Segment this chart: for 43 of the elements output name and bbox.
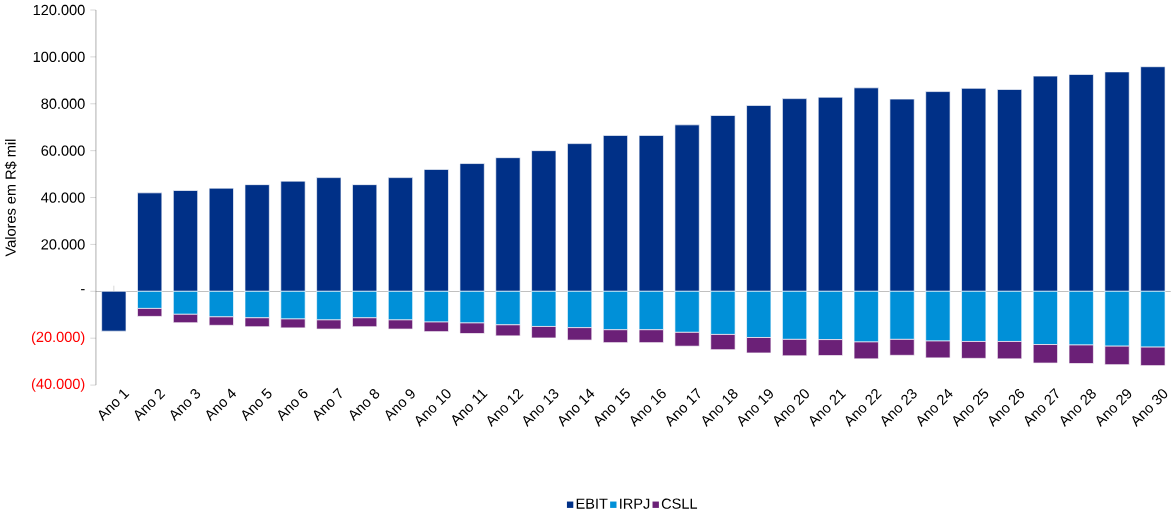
x-tick-label: Ano 1 [98, 389, 130, 422]
y-tick-label: 60.000 [41, 145, 85, 156]
x-tick-label: Ano 16 [630, 388, 666, 427]
x-tick-label: Ano 19 [738, 389, 773, 427]
x-tick-label: Ano 22 [845, 388, 882, 427]
legend-label: EBIT [576, 498, 608, 509]
bar [101, 290, 127, 332]
x-tick-label: Ano 11 [452, 389, 488, 426]
x-tick-label: Ano 8 [349, 388, 380, 422]
y-tick-label: (20.000) [31, 331, 85, 345]
x-tick-label: Ano 23 [881, 388, 917, 427]
x-tick-label: Ano 9 [385, 389, 415, 422]
x-tick-label: Ano 27 [1024, 387, 1059, 427]
y-tick-label: 20.000 [41, 239, 85, 250]
y-tick-label: 40.000 [41, 192, 85, 203]
x-tick-label: Ano 25 [953, 388, 989, 427]
legend-label: IRPJ [620, 498, 650, 509]
x-tick-label: Ano 30 [1132, 388, 1168, 427]
x-tick-label: Ano 29 [1096, 389, 1132, 427]
y-tick-label: (40.000) [31, 378, 85, 392]
legend-label: CSLL [661, 498, 698, 509]
x-tick-label: Ano 10 [415, 388, 451, 427]
x-tick-label: Ano 7 [313, 387, 342, 422]
y-tick-label: 80.000 [41, 98, 85, 109]
x-tick-label: Ano 13 [523, 388, 559, 427]
x-tick-label: Ano 15 [594, 387, 630, 427]
x-tick-label: Ano 2 [134, 388, 166, 422]
x-tick-label: Ano 17 [666, 387, 701, 427]
y-tick-label: 100.000 [33, 51, 85, 62]
y-axis-title: Valores em R$ mil [4, 139, 17, 257]
x-tick-label: Ano 6 [278, 388, 308, 422]
x-tick-label: Ano 24 [917, 388, 953, 427]
x-tick-label: Ano 12 [487, 388, 524, 427]
x-tick-label: Ano 20 [773, 388, 809, 427]
x-tick-label: Ano 3 [170, 388, 201, 422]
x-tick-label: Ano 28 [1060, 388, 1096, 427]
x-tick-label: Ano 4 [206, 388, 237, 422]
y-tick-label: 120.000 [33, 4, 85, 15]
x-tick-label: Ano 18 [702, 388, 738, 427]
x-tick-label: Ano 5 [242, 387, 272, 422]
x-tick-label: Ano 14 [558, 388, 595, 427]
y-tick-label: - [81, 288, 85, 291]
x-tick-label: Ano 26 [988, 388, 1025, 427]
